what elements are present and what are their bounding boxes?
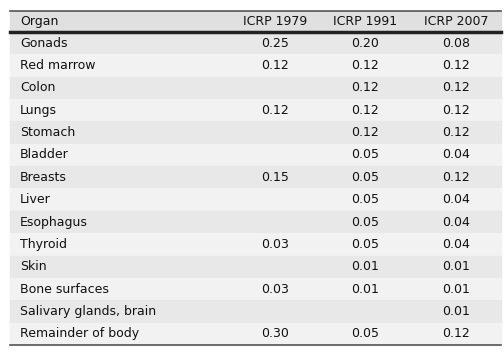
Text: 0.03: 0.03 (261, 238, 289, 251)
Text: Red marrow: Red marrow (20, 59, 96, 72)
Text: 0.12: 0.12 (442, 104, 470, 117)
Text: 0.12: 0.12 (351, 126, 380, 139)
Text: 0.12: 0.12 (261, 59, 289, 72)
Text: 0.12: 0.12 (351, 59, 380, 72)
Bar (10, 99, 501, 121)
Text: 0.12: 0.12 (351, 81, 380, 94)
Text: 0.01: 0.01 (442, 260, 470, 273)
Text: 0.05: 0.05 (351, 327, 380, 340)
Text: 0.04: 0.04 (442, 193, 470, 206)
Bar (10, 233, 501, 256)
Bar (10, 278, 501, 300)
Text: Skin: Skin (20, 260, 47, 273)
Text: 0.12: 0.12 (442, 126, 470, 139)
Bar (10, 54, 501, 77)
Text: 0.30: 0.30 (261, 327, 289, 340)
Text: ICRP 1991: ICRP 1991 (333, 15, 398, 28)
Bar (10, 77, 501, 99)
Text: 0.04: 0.04 (442, 149, 470, 162)
Text: 0.04: 0.04 (442, 238, 470, 251)
Bar (10, 188, 501, 211)
Text: Colon: Colon (20, 81, 55, 94)
Text: Bladder: Bladder (20, 149, 69, 162)
Text: 0.05: 0.05 (351, 215, 380, 228)
Text: Thyroid: Thyroid (20, 238, 67, 251)
Bar (10, 322, 501, 345)
Text: 0.05: 0.05 (351, 193, 380, 206)
Text: 0.05: 0.05 (351, 149, 380, 162)
Text: 0.08: 0.08 (442, 37, 470, 50)
Text: 0.05: 0.05 (351, 238, 380, 251)
Bar (10, 256, 501, 278)
Bar (10, 166, 501, 188)
Text: ICRP 2007: ICRP 2007 (424, 15, 488, 28)
Text: 0.12: 0.12 (261, 104, 289, 117)
Text: Lungs: Lungs (20, 104, 57, 117)
Text: 0.12: 0.12 (442, 59, 470, 72)
Text: 0.12: 0.12 (351, 104, 380, 117)
Text: 0.01: 0.01 (351, 260, 380, 273)
Bar (10, 121, 501, 144)
Text: Liver: Liver (20, 193, 51, 206)
Text: 0.04: 0.04 (442, 215, 470, 228)
Text: Bone surfaces: Bone surfaces (20, 283, 109, 296)
Text: Gonads: Gonads (20, 37, 68, 50)
Text: 0.12: 0.12 (442, 81, 470, 94)
Text: 0.12: 0.12 (442, 171, 470, 184)
Text: 0.12: 0.12 (442, 327, 470, 340)
Text: Remainder of body: Remainder of body (20, 327, 139, 340)
Text: Stomach: Stomach (20, 126, 76, 139)
Text: Esophagus: Esophagus (20, 215, 88, 228)
Bar (10, 211, 501, 233)
Text: Breasts: Breasts (20, 171, 67, 184)
Text: 0.20: 0.20 (351, 37, 380, 50)
Text: Organ: Organ (20, 15, 58, 28)
Text: ICRP 1979: ICRP 1979 (242, 15, 307, 28)
Text: 0.01: 0.01 (442, 305, 470, 318)
Bar (10, 144, 501, 166)
Text: 0.01: 0.01 (351, 283, 380, 296)
Bar (10, 11, 501, 32)
Text: 0.25: 0.25 (261, 37, 289, 50)
Bar (10, 32, 501, 54)
Bar (10, 300, 501, 322)
Text: 0.15: 0.15 (261, 171, 289, 184)
Text: Salivary glands, brain: Salivary glands, brain (20, 305, 156, 318)
Text: 0.01: 0.01 (442, 283, 470, 296)
Text: 0.05: 0.05 (351, 171, 380, 184)
Text: 0.03: 0.03 (261, 283, 289, 296)
